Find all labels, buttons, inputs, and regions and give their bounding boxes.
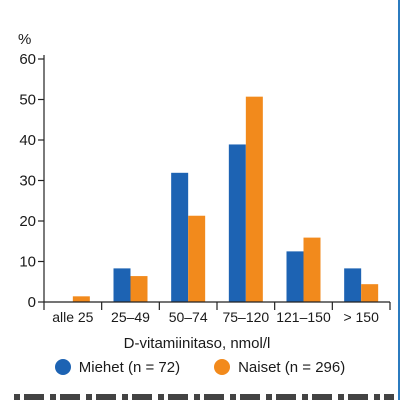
legend-item-miehet: Miehet (n = 72)	[54, 358, 181, 376]
bar-miehet-2	[171, 172, 189, 302]
y-tick-label: 10	[19, 254, 36, 271]
y-tick-label: 40	[19, 132, 36, 149]
bar-naiset-5	[361, 284, 379, 302]
frame-edge-line	[398, 0, 400, 400]
bar-miehet-5	[344, 268, 362, 302]
x-tick-label: 25–49	[111, 309, 150, 325]
legend-swatch-miehet	[54, 359, 71, 375]
truncated-footnote-text	[14, 392, 394, 400]
bars	[72, 96, 379, 302]
x-tick-label: alle 25	[52, 309, 93, 325]
y-tick-label: 50	[19, 92, 36, 109]
bar-naiset-3	[245, 96, 263, 302]
legend: Miehet (n = 72) Naiset (n = 296)	[0, 352, 400, 382]
y-tick-label: 20	[19, 213, 36, 230]
x-tick-label: 121–150	[276, 309, 331, 325]
legend-label-miehet: Miehet (n = 72)	[78, 358, 181, 376]
y-axis: 0 10 20 30 40 50 60	[19, 51, 45, 311]
bar-naiset-4	[303, 237, 321, 302]
bar-naiset-1	[130, 276, 148, 302]
bar-miehet-3	[228, 144, 246, 302]
legend-label-naiset: Naiset (n = 296)	[238, 358, 346, 376]
x-axis: alle 25 25–49 50–74 75–120 121–150 > 150	[43, 301, 391, 325]
legend-item-naiset: Naiset (n = 296)	[214, 359, 345, 376]
y-tick-label: 60	[19, 51, 36, 68]
bar-miehet-1	[113, 268, 131, 302]
x-tick-label: 75–120	[222, 309, 269, 325]
legend-swatch-naiset	[214, 359, 231, 375]
y-tick-label: 0	[28, 294, 36, 311]
y-tick-label: 30	[19, 173, 36, 190]
x-tick-label: 50–74	[169, 309, 208, 325]
bar-naiset-0	[72, 296, 90, 302]
bar-naiset-2	[188, 215, 206, 302]
x-tick-label: > 150	[343, 309, 379, 325]
y-axis-label: %	[18, 31, 31, 48]
bar-miehet-4	[286, 251, 304, 302]
x-axis-label: D-vitamiinitaso, nmol/l	[124, 335, 271, 352]
